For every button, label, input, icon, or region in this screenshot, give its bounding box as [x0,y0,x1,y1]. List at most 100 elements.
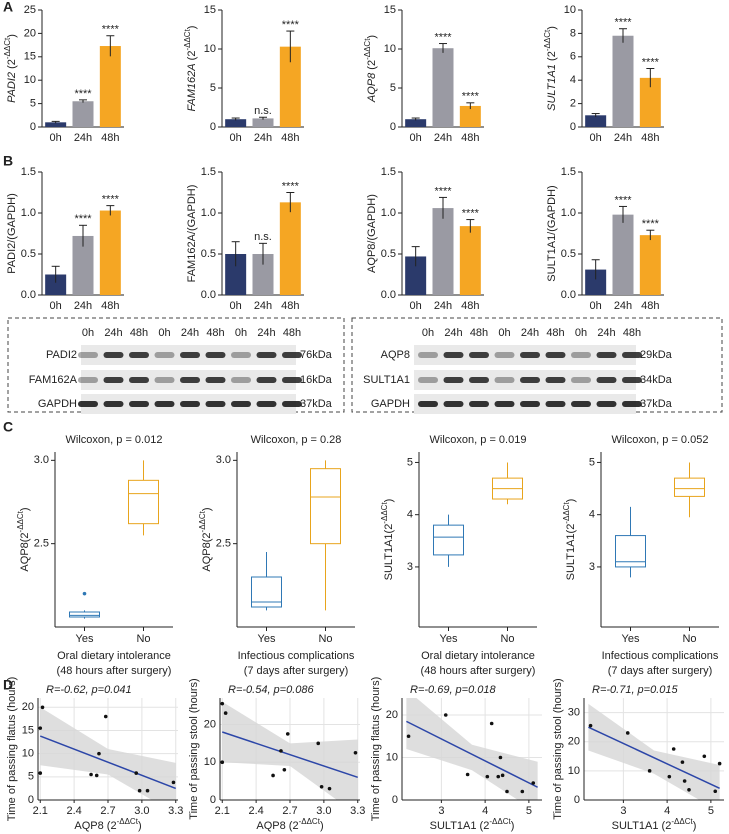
plot-title: Wilcoxon, p = 0.019 [430,434,527,446]
fit-line [39,735,177,790]
y-tick-label: 5 [390,82,396,94]
bar [72,235,94,295]
y-tick-label: 3.0 [34,454,49,466]
annotation: R=-0.71, p=0.015 [592,684,679,696]
axis-title: SULT1A1 (2-ΔΔCt) [543,26,558,111]
axis-title: AQP8 (2-ΔΔCt) [256,817,323,832]
x-tick-label: No [500,633,514,645]
y-tick-label: 1.0 [21,207,36,219]
axis-title-part: Time of passing stool (hours) [188,678,200,819]
axis-title-part: -ΔΔCt [198,510,207,532]
confidence-band [588,703,720,800]
bar [405,256,427,295]
blot-frame [351,317,723,413]
y-tick-label: 1.5 [381,166,396,178]
axis-title-part: -ΔΔCt [562,502,571,524]
axis-title: Oral dietary intolerance [421,650,535,662]
y-tick-label: 20 [22,701,34,713]
point [103,714,108,719]
box [69,611,100,618]
y-tick-label: 2.5 [34,538,49,550]
y-tick-label: 8 [570,27,576,39]
band [78,401,98,407]
axis-title-part: -ΔΔCt [543,29,552,51]
y-tick-label: 4 [570,74,576,86]
band [443,352,464,358]
y-tick-label: 0.0 [561,289,576,301]
point [647,769,652,773]
y-tick-label: 0.0 [201,289,216,301]
annotation: R=-0.62, p=0.041 [46,684,132,696]
size-label: 29kDa [640,349,673,361]
axis-title-part: ) [138,820,142,832]
bar [279,202,301,295]
band [494,401,515,407]
y-tick-label: 3 [589,561,595,573]
axis-title: FAM162A (2-ΔΔCt) [183,26,198,112]
x-tick-label: 48h [641,300,659,312]
axis-title-part: (2 [366,60,378,73]
y-tick-label: 10 [204,43,216,55]
panel-label: B [3,153,13,169]
annotation: R=-0.69, p=0.018 [410,684,497,696]
axis-title-part: -ΔΔCt [183,28,192,50]
box [615,535,646,568]
x-tick-label: 5 [526,805,532,817]
bar [612,214,634,295]
x-tick-label: 2.7 [100,805,115,817]
band [520,401,540,407]
x-tick-label: 24h [434,300,452,312]
y-tick-label: 10 [204,756,216,768]
point [40,705,45,710]
axis-title: SULT1A1 (2-ΔΔCt) [430,817,515,832]
x-tick-label: Yes [622,633,640,645]
band [231,352,251,358]
y-tick-label: 20 [24,27,36,39]
point [285,732,290,736]
significance: **** [102,24,120,36]
axis-title-part: (2 [186,51,198,64]
y-tick-label: 0.0 [381,289,396,301]
bar [459,105,481,127]
axis-title: AQP8/(GAPDH) [366,194,378,273]
protein-label: SULT1A1 [363,374,410,386]
axis-title-part: -ΔΔCt [489,817,511,826]
bar [225,119,247,127]
point [94,773,99,778]
y-tick-label: 1.5 [21,166,36,178]
y-tick-label: 3.0 [216,454,231,466]
point [625,731,630,735]
outlier [82,591,87,596]
protein-label: AQP8 [381,349,410,361]
band [545,401,566,407]
annotation: R=-0.54, p=0.086 [228,684,315,696]
point [667,774,672,779]
band [180,352,200,358]
y-tick-label: 5 [30,98,36,110]
y-tick-label: 3 [407,561,413,573]
axis-title-part: ) [6,34,18,38]
axis-title-part: AQP8(2 [19,532,31,571]
x-tick-label: 24h [254,300,272,312]
x-tick-label: 24h [74,132,92,144]
lane-label: 24h [257,327,275,339]
axis-title-part: ) [186,26,198,30]
axis-title-part: -ΔΔCt [363,38,372,60]
axis-title-part: -ΔΔCt [3,37,12,59]
axis-title-part: SULT1A1 (2 [430,820,490,832]
significance: **** [614,17,632,29]
band [596,401,617,407]
band [596,352,617,358]
band [443,377,464,383]
band [256,401,277,407]
x-tick-label: 2.4 [66,805,81,817]
x-tick-label: No [318,633,332,645]
y-tick-label: 0 [390,121,396,133]
point [145,788,150,793]
x-tick-label: 0h [230,132,242,144]
x-tick-label: 24h [74,300,92,312]
x-tick-label: 24h [434,132,452,144]
point [500,773,505,778]
axis-title-part: ) [565,499,577,503]
point [682,779,687,783]
